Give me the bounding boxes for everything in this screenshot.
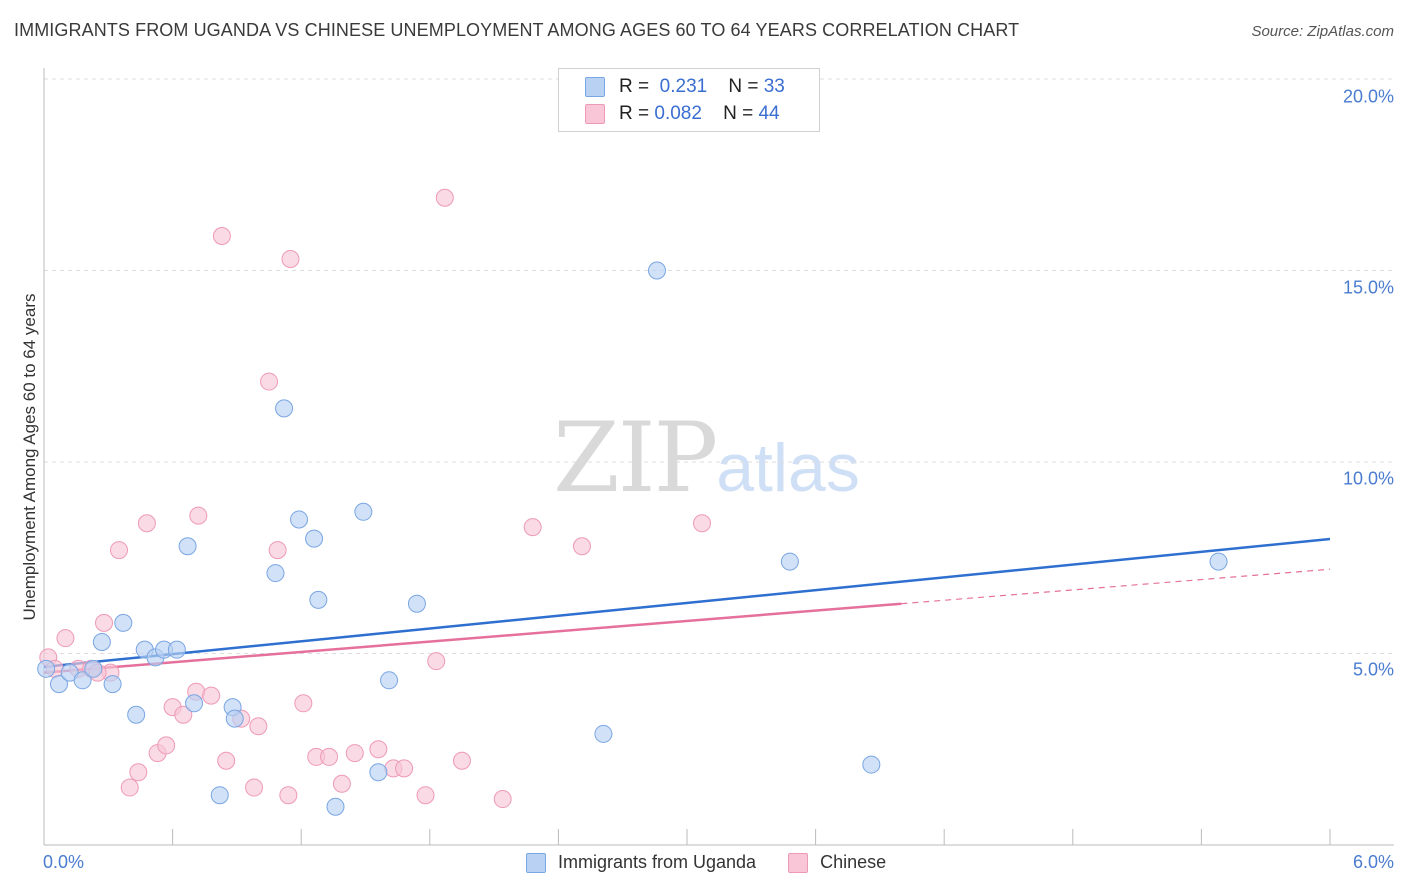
y-tick-label-20: 20.0% (1342, 86, 1394, 107)
y-tick-label-5: 5.0% (1352, 659, 1394, 680)
legend-swatch-uganda (585, 77, 605, 97)
legend-label-chinese: Chinese (820, 852, 887, 872)
data-point-uganda (275, 399, 294, 418)
data-point-uganda (647, 261, 666, 280)
data-point-chinese (435, 188, 454, 207)
data-point-uganda (50, 675, 69, 694)
data-point-chinese (245, 778, 264, 797)
watermark-zip: ZIP (553, 402, 718, 514)
data-point-uganda (114, 613, 133, 632)
watermark: ZIPatlas (553, 402, 860, 514)
data-point-chinese (95, 613, 114, 632)
data-point-uganda (407, 594, 426, 613)
data-point-uganda (290, 510, 309, 529)
legend-swatch-chinese (788, 852, 809, 873)
legend-row-chinese: R = 0.082 N = 44 (585, 102, 780, 126)
axes (43, 68, 1394, 846)
x-tick-label-max: 6.0% (1352, 852, 1394, 872)
data-point-uganda (73, 671, 92, 690)
data-point-chinese (157, 736, 176, 755)
legend-item-uganda: Immigrants from Uganda (526, 852, 756, 873)
data-point-chinese (260, 372, 279, 391)
data-point-chinese (268, 541, 287, 560)
correlation-legend: R = 0.231 N = 33 R = 0.082 N = 44 (558, 68, 820, 132)
trend-line-chinese (43, 602, 902, 674)
source-credit: Source: ZipAtlas.com (1251, 23, 1394, 40)
data-point-chinese (523, 518, 542, 537)
gridlines (44, 78, 1394, 654)
x-tick-label-min: 0.0% (43, 852, 85, 872)
watermark-atlas: atlas (716, 430, 860, 506)
data-point-uganda (103, 675, 122, 694)
data-point-chinese (452, 751, 471, 770)
data-point-uganda (369, 763, 388, 782)
legend-r-label: R = (619, 103, 650, 124)
data-point-chinese (493, 790, 512, 809)
legend-n-label: N = (723, 103, 754, 124)
legend-n-value-chinese: 44 (758, 103, 780, 124)
data-point-uganda (309, 590, 328, 609)
legend-r-label: R = (619, 76, 650, 97)
legend-n-label: N = (728, 76, 759, 97)
data-point-chinese (137, 514, 156, 533)
trend-line-uganda (43, 537, 1331, 669)
data-point-uganda (380, 671, 399, 690)
data-point-uganda (266, 564, 285, 583)
data-point-uganda (37, 659, 56, 678)
data-point-uganda (127, 705, 146, 724)
legend-r-value-chinese: 0.082 (654, 103, 702, 124)
chart-title: IMMIGRANTS FROM UGANDA VS CHINESE UNEMPL… (14, 20, 1020, 40)
data-point-uganda (1209, 552, 1228, 571)
data-point-chinese (129, 763, 148, 782)
data-point-chinese (345, 744, 364, 763)
data-points (37, 188, 1228, 816)
data-point-uganda (225, 709, 244, 728)
trend-line-chinese-extrapolated (901, 568, 1331, 605)
y-tick-label-10: 10.0% (1342, 468, 1394, 489)
data-point-chinese (294, 694, 313, 713)
data-point-chinese (110, 541, 129, 560)
data-point-chinese (212, 227, 231, 246)
data-point-chinese (174, 705, 193, 724)
data-point-chinese (572, 537, 591, 556)
data-point-uganda (305, 529, 324, 548)
data-point-uganda (210, 786, 229, 805)
data-point-chinese (332, 774, 351, 793)
data-point-chinese (189, 506, 208, 525)
data-point-chinese (56, 629, 75, 648)
data-point-uganda (185, 694, 204, 713)
data-point-chinese (395, 759, 414, 778)
legend-row-uganda: R = 0.231 N = 33 (585, 75, 785, 99)
data-point-chinese (281, 250, 300, 269)
data-point-uganda (167, 640, 186, 659)
data-point-chinese (693, 514, 712, 533)
data-point-chinese (416, 786, 435, 805)
legend-n-value-uganda: 33 (763, 76, 785, 97)
data-point-chinese (369, 740, 388, 759)
data-point-uganda (178, 537, 197, 556)
data-point-chinese (202, 686, 221, 705)
legend-swatch-chinese (585, 104, 605, 124)
legend-r-value-uganda: 0.231 (659, 76, 708, 97)
data-point-uganda (354, 502, 373, 521)
data-point-chinese (120, 778, 139, 797)
series-legend: Immigrants from Uganda Chinese (526, 852, 918, 873)
legend-swatch-uganda (526, 852, 546, 873)
data-point-chinese (217, 751, 236, 770)
data-point-uganda (594, 724, 613, 743)
data-point-chinese (279, 786, 298, 805)
data-point-uganda (780, 552, 799, 571)
data-point-uganda (92, 633, 111, 652)
y-tick-label-15: 15.0% (1342, 277, 1394, 298)
data-point-uganda (84, 659, 103, 678)
data-point-chinese (427, 652, 446, 671)
data-point-uganda (326, 797, 345, 816)
data-point-chinese (249, 717, 268, 736)
legend-label-uganda: Immigrants from Uganda (558, 852, 757, 872)
legend-item-chinese: Chinese (788, 852, 886, 873)
trend-lines (43, 537, 1331, 674)
data-point-uganda (862, 755, 881, 774)
data-point-chinese (320, 747, 339, 766)
